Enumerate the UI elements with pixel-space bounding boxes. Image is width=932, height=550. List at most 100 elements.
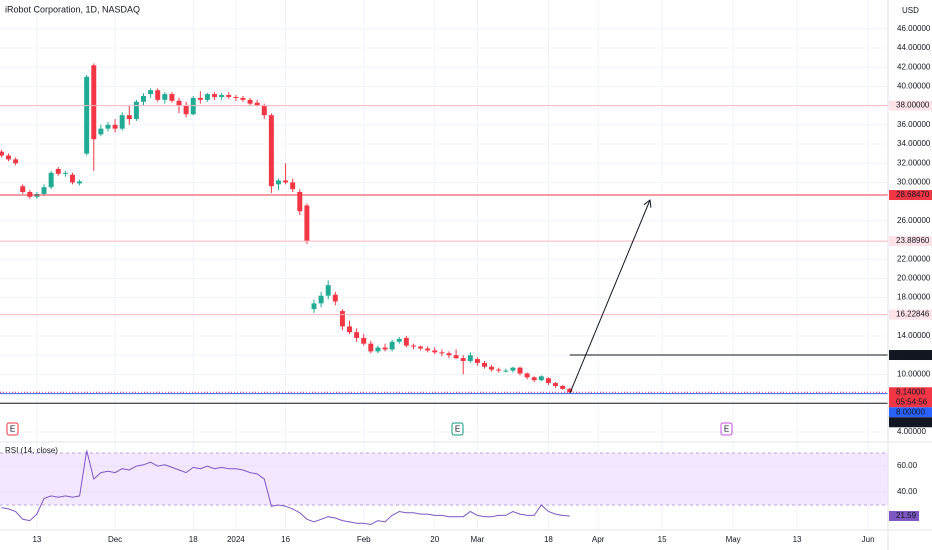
event-marker: E bbox=[6, 422, 19, 436]
level-label: 23.88960 bbox=[896, 236, 930, 245]
candle-body bbox=[297, 192, 303, 212]
candle-body bbox=[268, 115, 274, 187]
x-tick-label: Apr bbox=[592, 535, 605, 544]
level-countdown: 05:54:56 bbox=[896, 397, 928, 406]
candle-body bbox=[361, 337, 367, 344]
x-tick-label: Mar bbox=[470, 535, 484, 544]
candle-body bbox=[126, 115, 132, 120]
candle-body bbox=[219, 95, 225, 97]
y-tick-label: 42.00000 bbox=[897, 62, 931, 71]
candle-body bbox=[69, 174, 75, 183]
candle-body bbox=[382, 347, 388, 350]
candle-body bbox=[418, 346, 424, 349]
candle-body bbox=[13, 159, 19, 164]
rsi-last-box bbox=[889, 510, 919, 521]
y-tick-label: 36.00000 bbox=[897, 120, 931, 129]
event-label: E bbox=[10, 425, 15, 434]
candle-body bbox=[48, 172, 54, 188]
rsi-band bbox=[0, 453, 888, 506]
x-tick-label: 20 bbox=[430, 535, 439, 544]
level-label: 16.22846 bbox=[896, 310, 930, 319]
candle-body bbox=[503, 370, 509, 372]
candle-body bbox=[460, 358, 466, 361]
candle-body bbox=[467, 355, 473, 361]
y-tick-label: 34.00000 bbox=[897, 139, 931, 148]
level-label-box bbox=[889, 236, 932, 247]
grid bbox=[0, 0, 888, 530]
candle-body bbox=[176, 100, 182, 106]
candle-body bbox=[510, 367, 516, 371]
candle-body bbox=[425, 348, 431, 351]
candle-body bbox=[283, 180, 289, 183]
candle-body bbox=[332, 294, 338, 302]
candle-body bbox=[538, 376, 544, 381]
currency: USD bbox=[902, 6, 919, 15]
candle-body bbox=[169, 94, 175, 101]
y-tick-label: 4.00000 bbox=[897, 427, 926, 436]
candle-body bbox=[396, 338, 402, 342]
y-tick-label: 32.00000 bbox=[897, 158, 931, 167]
candle-body bbox=[347, 326, 353, 333]
candle-body bbox=[290, 182, 296, 190]
candle-body bbox=[531, 377, 537, 381]
x-tick-label: 15 bbox=[658, 535, 667, 544]
level-label: 8.14000 bbox=[896, 387, 925, 396]
candle-body bbox=[304, 205, 310, 241]
y-tick-label: 30.00000 bbox=[897, 178, 931, 187]
candle-body bbox=[141, 96, 146, 102]
event-marker: E bbox=[451, 422, 464, 436]
y-tick-label: 22.00000 bbox=[897, 254, 931, 263]
candle-body bbox=[354, 332, 360, 338]
event-label: E bbox=[455, 425, 460, 434]
candle-body bbox=[254, 102, 260, 106]
candle-body bbox=[155, 90, 161, 100]
candle-body bbox=[112, 124, 118, 129]
x-tick-label: Dec bbox=[108, 535, 122, 544]
x-tick-label: 18 bbox=[544, 535, 553, 544]
candle-body bbox=[212, 94, 218, 97]
candle-body bbox=[553, 383, 559, 386]
level-label-box bbox=[889, 387, 932, 408]
candle-body bbox=[27, 192, 33, 197]
x-tick-label: Jun bbox=[862, 535, 875, 544]
chart-title: iRobot Corporation, 1D, NASDAQ bbox=[5, 4, 140, 14]
candle-body bbox=[105, 124, 111, 129]
candle-body bbox=[432, 350, 438, 353]
x-tick-label: 13 bbox=[793, 535, 802, 544]
rsi-last-label: 21.59 bbox=[896, 511, 917, 520]
candle-body bbox=[226, 95, 232, 97]
y-tick-label: 18.00000 bbox=[897, 293, 931, 302]
candle-body bbox=[439, 352, 445, 354]
level-label-box bbox=[889, 309, 932, 320]
level-label-box bbox=[889, 350, 932, 361]
rsi-tick-label: 40.00 bbox=[897, 487, 918, 496]
y-tick-label: 26.00000 bbox=[897, 216, 931, 225]
trend-arrow bbox=[569, 200, 650, 394]
y-tick-label: 20.00000 bbox=[897, 274, 931, 283]
level-label: 7.00000 bbox=[896, 417, 925, 426]
candle-body bbox=[162, 94, 168, 100]
candle-body bbox=[62, 172, 68, 174]
candle-body bbox=[119, 115, 125, 129]
candle-body bbox=[20, 186, 26, 193]
level-label-box bbox=[889, 407, 932, 418]
candle-body bbox=[545, 378, 551, 384]
candle-body bbox=[517, 367, 523, 374]
level-label: 8.00000 bbox=[896, 407, 925, 416]
candle-body bbox=[368, 343, 374, 352]
candle-body bbox=[482, 362, 487, 367]
candle-body bbox=[84, 76, 90, 154]
candle-body bbox=[41, 187, 47, 194]
candle-body bbox=[247, 99, 253, 104]
x-tick-label: May bbox=[726, 535, 741, 544]
level-label-box bbox=[889, 417, 932, 428]
candle-body bbox=[496, 369, 502, 371]
x-tick-label: 2024 bbox=[227, 535, 245, 544]
candle-body bbox=[6, 155, 12, 160]
event-label: E bbox=[724, 425, 729, 434]
level-label: 38.00000 bbox=[896, 101, 930, 110]
y-tick-label: 40.00000 bbox=[897, 82, 931, 91]
candle-body bbox=[403, 337, 409, 346]
level-label-box bbox=[889, 100, 932, 111]
